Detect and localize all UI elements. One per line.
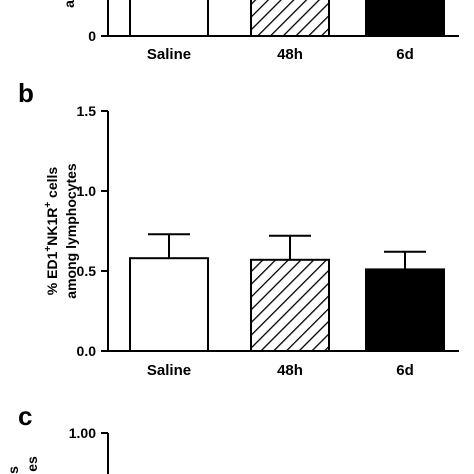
panel-a-bar-2 bbox=[365, 0, 445, 37]
panel-b-category-label: 48h bbox=[277, 362, 303, 379]
panel-a-category-label: 6d bbox=[396, 46, 414, 63]
panel-c-letter: c bbox=[18, 401, 32, 431]
panel-b-bar-1 bbox=[250, 258, 330, 352]
panel-c-ylabel-fragment: s bbox=[5, 466, 21, 474]
panel-a-chart: 0 Saline 48h 6d a bbox=[61, 0, 459, 63]
panel-b-y-tick-label: 1.5 bbox=[77, 103, 97, 119]
panel-c-y-tick-label: 1.00 bbox=[69, 425, 96, 441]
panel-b-bar-0 bbox=[129, 257, 209, 353]
panel-a-bar-0 bbox=[129, 0, 209, 37]
panel-b-y-tick-label: 1.0 bbox=[77, 183, 97, 199]
panel-b-chart: % ED1+NK1R+ cells among lymphocytes 0.0 0.… bbox=[43, 103, 459, 379]
panel-a-ylabel-fragment: a bbox=[61, 0, 77, 8]
panel-a-category-label: Saline bbox=[147, 46, 191, 63]
panel-b-letter: b bbox=[18, 78, 34, 108]
panel-b-bar-2 bbox=[365, 268, 445, 352]
panel-b-category-label: 6d bbox=[396, 362, 414, 379]
panel-b-y-tick-label: 0.5 bbox=[77, 263, 97, 279]
panel-b-y-tick-label: 0.0 bbox=[77, 343, 97, 359]
panel-a-category-label: 48h bbox=[277, 46, 303, 63]
panel-c-ylabel-fragment: es bbox=[24, 456, 40, 472]
panel-b-ylabel-line2: among lymphocytes bbox=[63, 163, 79, 299]
panel-c-chart: 1.00 s es bbox=[5, 425, 109, 474]
panel-a-bar-1 bbox=[250, 0, 330, 37]
panel-b-ylabel-line1: % ED1+NK1R+ cells bbox=[43, 167, 60, 296]
panel-a-y-tick-label: 0 bbox=[88, 28, 96, 44]
panel-b-category-label: Saline bbox=[147, 362, 191, 379]
